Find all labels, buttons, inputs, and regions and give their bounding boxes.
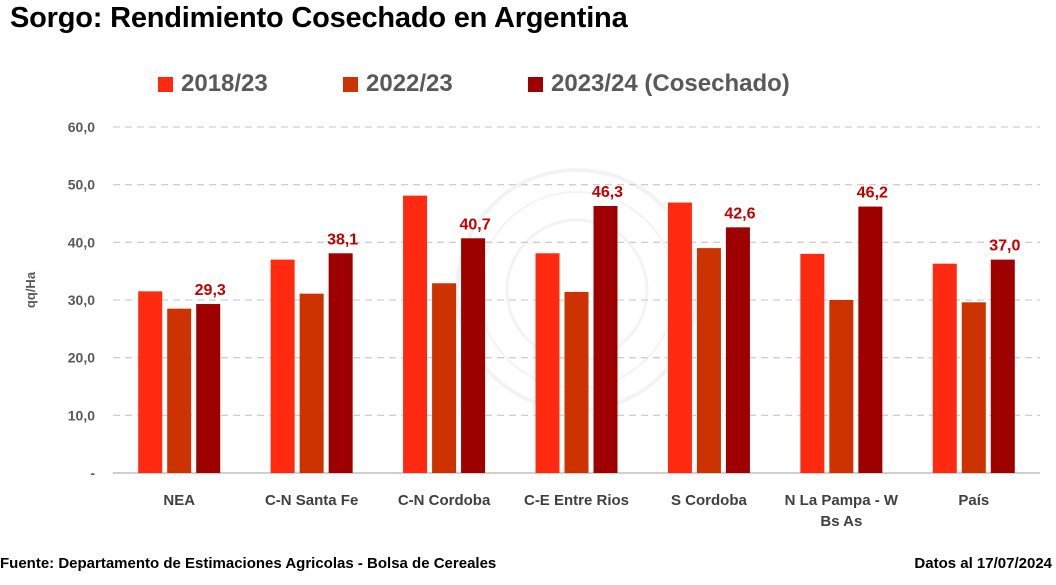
x-tick-label: N La Pampa - W (785, 492, 899, 509)
y-tick-label: 50,0 (68, 177, 95, 193)
y-axis-title: qq/Ha (23, 271, 38, 308)
bar-2-cat-7 (961, 302, 986, 473)
x-tick-label: NEA (163, 492, 195, 509)
legend-label-2023-24: 2023/24 (Cosechado) (551, 70, 790, 97)
data-label: 40,7 (460, 216, 491, 233)
bar-2-cat-2 (299, 293, 324, 473)
bar-3-cat-2 (328, 253, 353, 473)
bar-3-cat-3 (461, 238, 486, 473)
x-tick-label: C-N Santa Fe (265, 492, 358, 509)
x-tick-label: C-E Entre Rios (524, 492, 629, 509)
bar-2-cat-1 (167, 308, 192, 473)
chart-legend: 2018/23 2022/23 2023/24 (Cosechado) (0, 70, 1056, 104)
y-tick-label: - (90, 465, 95, 481)
bar-1-cat-2 (270, 259, 295, 473)
legend-item-2023-24: 2023/24 (Cosechado) (528, 70, 790, 98)
legend-label-2018-23: 2018/23 (181, 70, 268, 97)
data-label: 46,3 (592, 184, 623, 201)
bar-3-cat-6 (858, 206, 883, 473)
bar-1-cat-3 (403, 195, 428, 473)
legend-label-2022-23: 2022/23 (366, 70, 453, 97)
y-tick-label: 30,0 (68, 292, 95, 308)
data-label: 37,0 (989, 238, 1020, 255)
legend-swatch-2022-23 (343, 76, 358, 92)
x-tick-label: C-N Cordoba (398, 492, 491, 509)
data-label: 46,2 (857, 185, 888, 202)
date-note: Datos al 17/07/2024 (914, 555, 1052, 572)
y-tick-label: 40,0 (68, 234, 95, 250)
y-tick-label: 10,0 (68, 407, 95, 423)
y-tick-label: 60,0 (68, 119, 95, 135)
chart-title: Sorgo: Rendimiento Cosechado en Argentin… (10, 2, 628, 34)
bar-1-cat-7 (932, 263, 957, 473)
source-note: Fuente: Departamento de Estimaciones Agr… (0, 555, 497, 572)
bar-3-cat-7 (990, 259, 1015, 473)
bar-2-cat-4 (564, 291, 589, 473)
bar-1-cat-4 (535, 253, 560, 473)
bar-2-cat-3 (432, 283, 457, 473)
bar-3-cat-1 (196, 304, 221, 473)
legend-item-2018-23: 2018/23 (158, 70, 268, 98)
bar-1-cat-1 (138, 291, 163, 473)
data-label: 38,1 (327, 231, 358, 248)
data-label: 42,6 (724, 205, 755, 222)
x-tick-label: País (958, 492, 989, 509)
data-label: 29,3 (195, 282, 226, 299)
bar-3-cat-4 (593, 206, 618, 473)
bar-3-cat-5 (725, 227, 750, 473)
bar-2-cat-6 (829, 300, 854, 473)
legend-item-2022-23: 2022/23 (343, 70, 453, 98)
legend-swatch-2018-23 (158, 76, 173, 92)
x-tick-label: S Cordoba (671, 492, 747, 509)
x-tick-label: Bs As (820, 513, 862, 530)
legend-swatch-2023-24 (528, 76, 543, 92)
y-tick-label: 20,0 (68, 350, 95, 366)
bar-1-cat-5 (667, 202, 692, 473)
bar-1-cat-6 (800, 253, 825, 473)
bar-2-cat-5 (696, 248, 721, 473)
